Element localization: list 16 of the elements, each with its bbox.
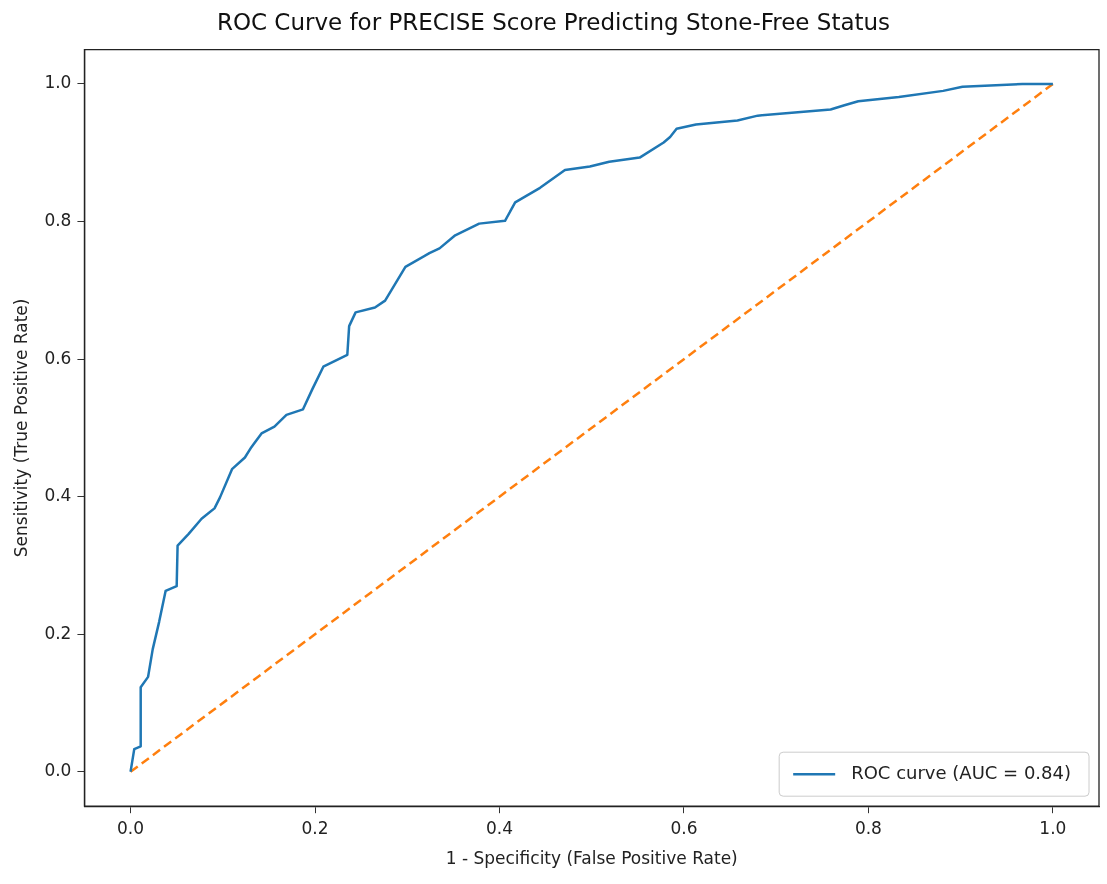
y-axis-title: Sensitivity (True Positive Rate) [10, 298, 31, 558]
x-tick-label: 0.4 [485, 817, 514, 838]
x-tick-label: 1.0 [1039, 817, 1067, 838]
chart-title: ROC Curve for PRECISE Score Predicting Stone-Free Status [216, 8, 891, 35]
y-tick-label: 0.2 [44, 622, 72, 643]
x-tick-label: 0.2 [301, 817, 329, 838]
y-tick-label: 1.0 [44, 72, 72, 93]
y-tick-label: 0.6 [44, 347, 72, 368]
y-tick-label: 0.4 [44, 485, 72, 506]
legend-label: ROC curve (AUC = 0.84) [851, 761, 1071, 783]
y-tick-label: 0.8 [44, 209, 72, 230]
x-tick-label: 0.8 [854, 817, 882, 838]
x-tick-label: 0.6 [670, 817, 698, 838]
x-tick-label: 0.0 [117, 817, 145, 838]
y-tick-label: 0.0 [44, 760, 72, 781]
x-axis-title: 1 - Specificity (False Positive Rate) [445, 848, 738, 869]
